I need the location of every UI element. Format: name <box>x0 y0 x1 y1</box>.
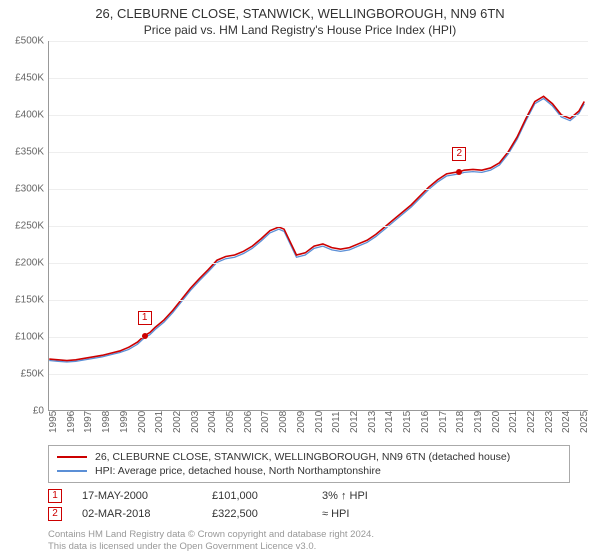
series-line <box>49 96 584 360</box>
gridline <box>49 337 588 338</box>
y-tick-label: £150K <box>15 294 44 305</box>
y-tick-label: £200K <box>15 257 44 268</box>
sale-delta: 3% ↑ HPI <box>322 490 368 502</box>
x-tick-label: 2001 <box>154 411 165 433</box>
x-tick-label: 2018 <box>455 411 466 433</box>
x-tick-label: 2010 <box>314 411 325 433</box>
y-tick-label: £450K <box>15 72 44 83</box>
plot-area: 12 <box>48 41 588 411</box>
gridline <box>49 189 588 190</box>
sale-delta: ≈ HPI <box>322 508 349 520</box>
y-tick-label: £400K <box>15 109 44 120</box>
y-tick-label: £300K <box>15 183 44 194</box>
x-tick-label: 2023 <box>544 411 555 433</box>
disclaimer: Contains HM Land Registry data © Crown c… <box>48 529 570 553</box>
x-tick-label: 2002 <box>172 411 183 433</box>
x-tick-label: 2020 <box>491 411 502 433</box>
marker-dot-icon <box>456 169 462 175</box>
x-tick-label: 2008 <box>278 411 289 433</box>
x-axis: 1995 1996 1997 1998 1999 2000 2001 2002 2003 2004… <box>48 411 588 441</box>
y-tick-label: £250K <box>15 220 44 231</box>
page-root: 26, CLEBURNE CLOSE, STANWICK, WELLINGBOR… <box>0 0 600 560</box>
gridline <box>49 263 588 264</box>
x-tick-label: 1998 <box>101 411 112 433</box>
sale-marker-icon: 2 <box>48 507 62 521</box>
x-tick-label: 2021 <box>508 411 519 433</box>
x-tick-label: 2019 <box>473 411 484 433</box>
x-tick-label: 2000 <box>137 411 148 433</box>
x-tick-label: 2011 <box>331 411 342 433</box>
x-tick-label: 2015 <box>402 411 413 433</box>
gridline <box>49 226 588 227</box>
x-tick-label: 2003 <box>190 411 201 433</box>
sales-table: 1 17-MAY-2000 £101,000 3% ↑ HPI 2 02-MAR… <box>48 487 570 523</box>
y-tick-label: £100K <box>15 331 44 342</box>
x-tick-label: 1995 <box>48 411 59 433</box>
chart-area: £0 £50K £100K £150K £200K £250K £300K £350K £400… <box>0 41 600 441</box>
sale-date: 02-MAR-2018 <box>82 508 192 520</box>
sale-price: £101,000 <box>212 490 302 502</box>
legend-item: HPI: Average price, detached house, Nort… <box>57 464 561 478</box>
y-tick-label: £500K <box>15 35 44 46</box>
legend: 26, CLEBURNE CLOSE, STANWICK, WELLINGBOR… <box>48 445 570 483</box>
x-tick-label: 2022 <box>526 411 537 433</box>
x-tick-label: 2016 <box>420 411 431 433</box>
sale-marker-icon: 1 <box>48 489 62 503</box>
x-tick-label: 2004 <box>207 411 218 433</box>
gridline <box>49 41 588 42</box>
gridline <box>49 115 588 116</box>
sale-price: £322,500 <box>212 508 302 520</box>
x-tick-label: 2009 <box>296 411 307 433</box>
y-axis: £0£50K£100K£150K£200K£250K£300K£350K£400… <box>0 41 48 411</box>
disclaimer-line: Contains HM Land Registry data © Crown c… <box>48 529 570 541</box>
x-tick-label: 2012 <box>349 411 360 433</box>
marker-box: 1 <box>138 311 152 325</box>
disclaimer-line: This data is licensed under the Open Gov… <box>48 541 570 553</box>
legend-item: 26, CLEBURNE CLOSE, STANWICK, WELLINGBOR… <box>57 450 561 464</box>
x-tick-label: 1999 <box>119 411 130 433</box>
gridline <box>49 78 588 79</box>
legend-label: 26, CLEBURNE CLOSE, STANWICK, WELLINGBOR… <box>95 451 510 463</box>
x-tick-label: 2006 <box>243 411 254 433</box>
x-tick-label: 2005 <box>225 411 236 433</box>
x-tick-label: 2007 <box>260 411 271 433</box>
sale-row: 1 17-MAY-2000 £101,000 3% ↑ HPI <box>48 487 570 505</box>
gridline <box>49 374 588 375</box>
x-tick-label: 2025 <box>579 411 590 433</box>
x-tick-label: 2024 <box>561 411 572 433</box>
gridline <box>49 300 588 301</box>
gridline <box>49 152 588 153</box>
sale-date: 17-MAY-2000 <box>82 490 192 502</box>
chart-title: 26, CLEBURNE CLOSE, STANWICK, WELLINGBOR… <box>0 0 600 23</box>
x-tick-label: 1997 <box>83 411 94 433</box>
legend-swatch <box>57 456 87 458</box>
x-tick-label: 2014 <box>384 411 395 433</box>
x-tick-label: 1996 <box>66 411 77 433</box>
y-tick-label: £0 <box>33 405 44 416</box>
legend-label: HPI: Average price, detached house, Nort… <box>95 465 381 477</box>
sale-row: 2 02-MAR-2018 £322,500 ≈ HPI <box>48 505 570 523</box>
legend-swatch <box>57 470 87 472</box>
chart-subtitle: Price paid vs. HM Land Registry's House … <box>0 23 600 41</box>
y-tick-label: £50K <box>21 368 44 379</box>
y-tick-label: £350K <box>15 146 44 157</box>
marker-dot-icon <box>142 333 148 339</box>
marker-box: 2 <box>452 147 466 161</box>
x-tick-label: 2013 <box>367 411 378 433</box>
series-line <box>49 98 584 361</box>
x-tick-label: 2017 <box>438 411 449 433</box>
